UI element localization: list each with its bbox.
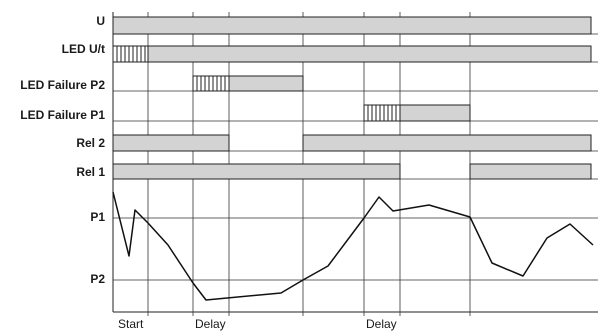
time-label-start: Start bbox=[118, 317, 144, 331]
time-label-delay-2: Delay bbox=[366, 317, 397, 331]
led-ut-blink bbox=[112, 45, 149, 63]
row-label-p1: P1 bbox=[90, 210, 105, 224]
rel1-bar-1 bbox=[112, 163, 401, 180]
row-label-led-failure-p2: LED Failure P2 bbox=[20, 78, 105, 92]
row-label-p2: P2 bbox=[90, 272, 105, 286]
led-failure-p2-blink bbox=[192, 75, 230, 92]
time-label-delay-1: Delay bbox=[195, 317, 226, 331]
rel2-bar-1 bbox=[112, 134, 230, 152]
led-ut-bar bbox=[147, 45, 592, 63]
row-label-led-failure-p1: LED Failure P1 bbox=[20, 108, 105, 122]
led-failure-p2-bar bbox=[228, 75, 304, 92]
u-bar bbox=[112, 16, 592, 35]
rel1-bar-2 bbox=[469, 163, 592, 180]
row-label-rel1: Rel 1 bbox=[76, 165, 105, 179]
row-label-led-ut: LED U/t bbox=[62, 42, 105, 56]
row-label-u: U bbox=[96, 14, 105, 28]
row-label-rel2: Rel 2 bbox=[76, 136, 105, 150]
row-baselines bbox=[113, 33, 598, 281]
led-failure-p1-bar bbox=[399, 104, 471, 122]
rel2-bar-2 bbox=[302, 134, 592, 152]
pressure-curve bbox=[112, 191, 594, 301]
led-failure-p1-blink bbox=[363, 104, 401, 122]
